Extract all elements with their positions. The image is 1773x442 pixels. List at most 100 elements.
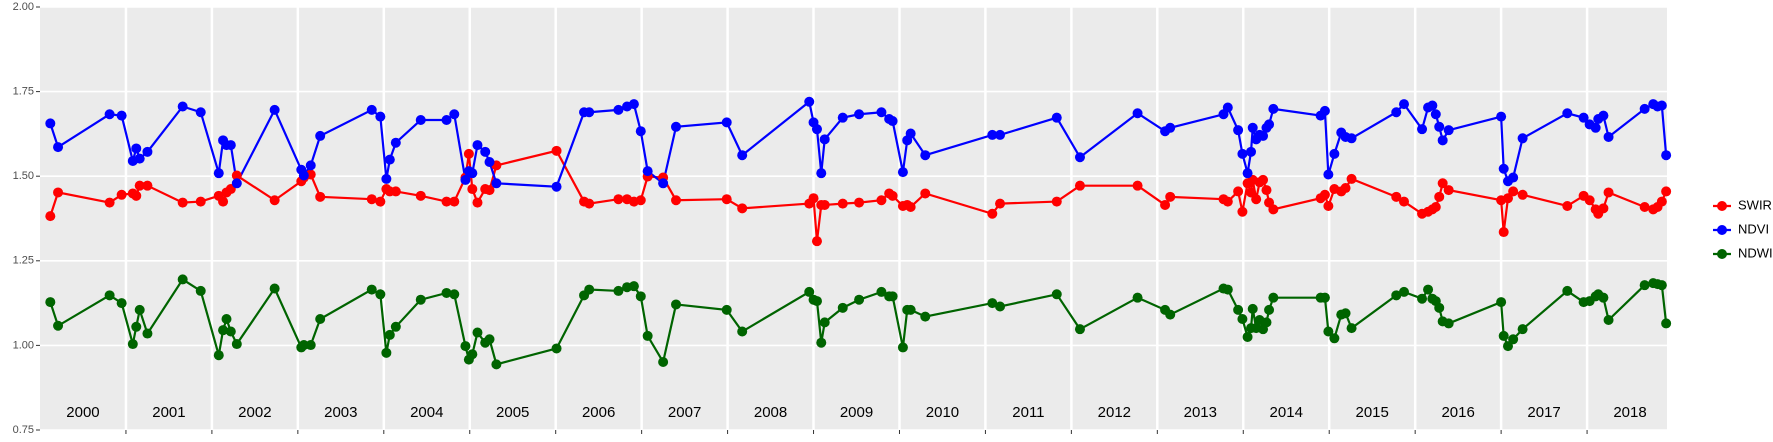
data-point bbox=[1517, 324, 1528, 335]
data-point bbox=[231, 170, 242, 181]
data-point bbox=[995, 198, 1006, 209]
data-point bbox=[315, 130, 326, 141]
y-tick-label: 2.00 bbox=[13, 1, 34, 13]
data-point bbox=[1258, 130, 1269, 141]
data-point bbox=[1051, 112, 1062, 123]
data-point bbox=[1160, 199, 1171, 210]
data-point bbox=[584, 198, 595, 209]
year-label: 2003 bbox=[324, 404, 357, 421]
data-point bbox=[142, 146, 153, 157]
year-label: 2004 bbox=[410, 404, 443, 421]
year-label: 2015 bbox=[1356, 404, 1389, 421]
legend-label: NDWI bbox=[1738, 245, 1773, 260]
labels: 0.75 1.00 1.25 1.50 1.75 2.00 2000 2001 2002 2003… bbox=[13, 1, 1773, 436]
data-point bbox=[384, 329, 395, 340]
data-point bbox=[177, 101, 188, 112]
data-point bbox=[1661, 318, 1672, 329]
data-point bbox=[1237, 206, 1248, 217]
data-point bbox=[905, 304, 916, 315]
year-label: 2012 bbox=[1098, 404, 1131, 421]
year-label: 2005 bbox=[496, 404, 529, 421]
data-point bbox=[449, 196, 460, 207]
data-point bbox=[1323, 326, 1334, 337]
data-point bbox=[315, 314, 326, 325]
data-point bbox=[1398, 286, 1409, 297]
data-point bbox=[1074, 152, 1085, 163]
data-point bbox=[819, 317, 830, 328]
data-point bbox=[1132, 108, 1143, 119]
data-point bbox=[315, 191, 326, 202]
year-label: 2001 bbox=[152, 404, 185, 421]
data-point bbox=[441, 196, 452, 207]
data-point bbox=[218, 196, 229, 207]
data-point bbox=[642, 330, 653, 341]
data-point bbox=[635, 126, 646, 137]
data-point bbox=[1264, 119, 1275, 130]
data-point bbox=[142, 180, 153, 191]
data-point bbox=[1603, 187, 1614, 198]
legend-key-point bbox=[1717, 201, 1727, 211]
data-point bbox=[1562, 200, 1573, 211]
data-point bbox=[1391, 191, 1402, 202]
year-label: 2007 bbox=[668, 404, 701, 421]
data-point bbox=[491, 178, 502, 189]
data-point bbox=[1562, 285, 1573, 296]
data-point bbox=[45, 211, 56, 222]
data-point bbox=[1498, 330, 1509, 341]
data-point bbox=[390, 186, 401, 197]
data-point bbox=[1430, 201, 1441, 212]
legend-key-point bbox=[1717, 225, 1727, 235]
data-point bbox=[1074, 324, 1085, 335]
data-point bbox=[613, 194, 624, 205]
data-point bbox=[1222, 196, 1233, 207]
data-point bbox=[472, 197, 483, 208]
data-point bbox=[127, 339, 138, 350]
data-point bbox=[1233, 125, 1244, 136]
data-point bbox=[995, 129, 1006, 140]
data-point bbox=[1051, 196, 1062, 207]
legend-label: NDVI bbox=[1738, 221, 1769, 236]
data-point bbox=[1165, 309, 1176, 320]
data-point bbox=[231, 339, 242, 350]
data-point bbox=[1074, 180, 1085, 191]
year-label: 2018 bbox=[1613, 404, 1646, 421]
data-point bbox=[854, 109, 865, 120]
data-point bbox=[195, 285, 206, 296]
data-point bbox=[142, 328, 153, 339]
legend-key-point bbox=[1717, 249, 1727, 259]
data-point bbox=[628, 99, 639, 110]
data-point bbox=[53, 320, 64, 331]
data-point bbox=[366, 284, 377, 295]
data-point bbox=[1346, 173, 1357, 184]
data-point bbox=[134, 153, 145, 164]
data-point bbox=[269, 195, 280, 206]
data-point bbox=[1391, 290, 1402, 301]
data-point bbox=[1237, 148, 1248, 159]
data-point bbox=[1319, 189, 1330, 200]
y-tick-label: 0.75 bbox=[13, 424, 34, 436]
data-point bbox=[1598, 292, 1609, 303]
data-point bbox=[1323, 200, 1334, 211]
data-point bbox=[887, 190, 898, 201]
data-point bbox=[1639, 280, 1650, 291]
data-point bbox=[1398, 196, 1409, 207]
data-point bbox=[441, 287, 452, 298]
data-point bbox=[1247, 122, 1258, 133]
data-point bbox=[1268, 292, 1279, 303]
data-point bbox=[375, 196, 386, 207]
data-point bbox=[375, 111, 386, 122]
data-point bbox=[671, 195, 682, 206]
data-point bbox=[1656, 280, 1667, 291]
data-point bbox=[1584, 195, 1595, 206]
data-point bbox=[1132, 292, 1143, 303]
data-point bbox=[1251, 194, 1262, 205]
data-point bbox=[467, 184, 478, 195]
y-tick-label: 1.50 bbox=[13, 170, 34, 182]
data-point bbox=[1346, 133, 1357, 144]
data-point bbox=[1222, 102, 1233, 113]
data-point bbox=[837, 198, 848, 209]
data-point bbox=[551, 145, 562, 156]
data-point bbox=[390, 137, 401, 148]
data-point bbox=[1434, 121, 1445, 132]
